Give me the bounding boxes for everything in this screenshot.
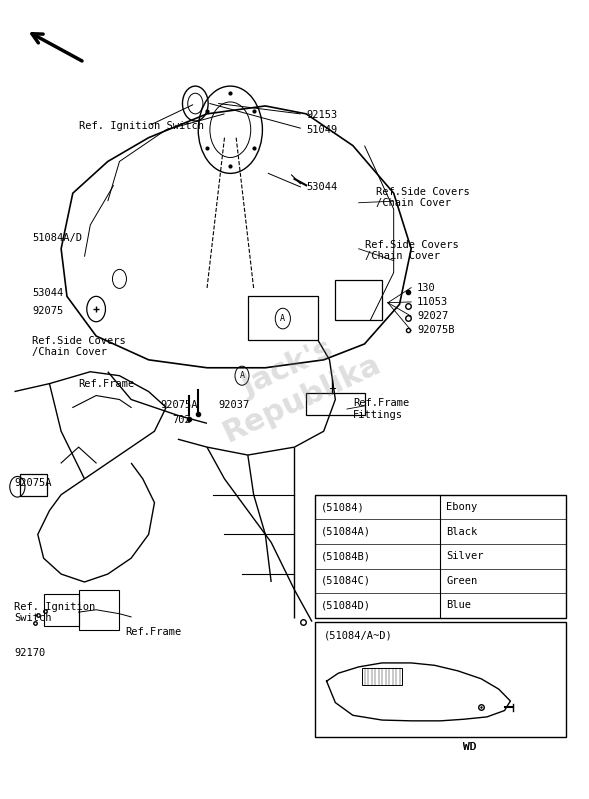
Text: 51084A/D: 51084A/D	[32, 233, 82, 244]
Text: Ref.Side Covers: Ref.Side Covers	[365, 240, 458, 250]
Bar	[44, 594, 78, 626]
Text: Fittings: Fittings	[353, 410, 403, 419]
Text: 92027: 92027	[417, 311, 448, 321]
Text: (51084C): (51084C)	[321, 576, 370, 586]
Text: 92170: 92170	[15, 648, 46, 658]
Text: /Chain Cover: /Chain Cover	[365, 251, 439, 261]
Bar	[306, 393, 365, 415]
Text: (51084/A~D): (51084/A~D)	[324, 631, 392, 641]
Text: 53044: 53044	[32, 288, 63, 298]
Text: Black: Black	[446, 527, 478, 537]
Text: (51084D): (51084D)	[321, 600, 370, 610]
Text: Ref.Side Covers: Ref.Side Covers	[32, 336, 125, 346]
Bar	[362, 668, 402, 685]
Text: Ref.Frame: Ref.Frame	[78, 379, 135, 388]
Text: (51084): (51084)	[321, 502, 365, 512]
Text: Ref.Frame: Ref.Frame	[353, 399, 409, 408]
Text: Jack's
Republika: Jack's Republika	[204, 319, 385, 448]
Text: 92153: 92153	[306, 110, 337, 121]
Bar	[248, 296, 318, 340]
Text: (51084B): (51084B)	[321, 551, 370, 561]
Bar	[315, 622, 566, 737]
Text: Ref.Side Covers: Ref.Side Covers	[376, 187, 470, 197]
Text: 702: 702	[172, 415, 191, 425]
Text: 92075B: 92075B	[417, 325, 455, 336]
Text: 92075A: 92075A	[160, 400, 198, 410]
Text: 92075: 92075	[32, 306, 63, 316]
Bar	[20, 474, 47, 496]
Text: Ebony: Ebony	[446, 502, 478, 512]
Text: A: A	[240, 372, 244, 380]
Text: 130: 130	[417, 283, 436, 292]
Text: Ref.Frame: Ref.Frame	[125, 627, 181, 637]
Text: WD: WD	[463, 742, 477, 752]
Text: /Chain Cover: /Chain Cover	[32, 347, 107, 357]
Text: /Chain Cover: /Chain Cover	[376, 197, 451, 208]
Text: Switch: Switch	[15, 614, 52, 623]
Text: A: A	[280, 314, 285, 323]
Text: (51084A): (51084A)	[321, 527, 370, 537]
Text: 53044: 53044	[306, 182, 337, 192]
Bar	[315, 495, 566, 618]
Text: 51049: 51049	[306, 125, 337, 135]
Text: Blue: Blue	[446, 600, 471, 610]
Text: Ref. Ignition Switch: Ref. Ignition Switch	[78, 121, 204, 131]
Text: Silver: Silver	[446, 551, 484, 561]
Text: 11053: 11053	[417, 297, 448, 307]
Text: WD: WD	[463, 742, 477, 752]
Text: 92075A: 92075A	[15, 478, 52, 488]
Bar	[78, 590, 120, 630]
Text: Green: Green	[446, 576, 478, 586]
Bar	[335, 280, 382, 320]
Text: 92037: 92037	[219, 400, 250, 410]
Text: Ref. Ignition: Ref. Ignition	[15, 602, 95, 612]
